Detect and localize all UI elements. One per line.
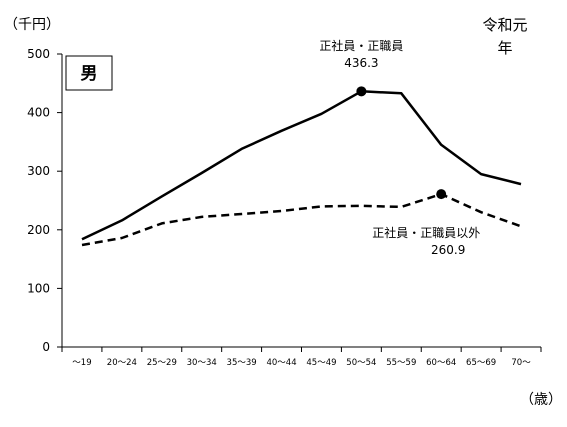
y-axis-unit-label: （千円） (4, 17, 60, 33)
y-ticks: 0 100 200 300 400 500 (27, 47, 62, 354)
annotation-marker (436, 189, 447, 200)
annotation-value: 436.3 (344, 56, 378, 70)
y-tick-label: 500 (27, 47, 50, 61)
x-tick-label: 50～54 (346, 358, 376, 368)
x-tick-label: 45～49 (306, 358, 336, 368)
x-tick-label: 55～59 (386, 358, 416, 368)
series-group (81, 90, 522, 247)
annotation-value: 260.9 (431, 243, 465, 257)
year-label-line1: 令和元 (482, 16, 527, 34)
y-tick-label: 0 (42, 340, 50, 354)
x-tick-label: 25～29 (147, 358, 177, 368)
annotations: 正社員・正職員 436.3 正社員・正職員以外 260.9 (319, 38, 480, 257)
x-tick-label: ～19 (72, 358, 91, 368)
x-tick-label: 20～24 (107, 358, 137, 368)
annotation-label: 正社員・正職員 (319, 38, 403, 53)
x-tick-label: 35～39 (227, 358, 257, 368)
series-line-regular (81, 90, 522, 241)
annotation-marker (356, 86, 367, 97)
x-tick-label: 30～34 (187, 358, 217, 368)
y-tick-label: 200 (27, 223, 50, 237)
year-label-line2: 年 (497, 39, 512, 57)
x-ticks: ～19 20～24 25～29 30～34 35～39 40～44 45～49 50～54 55… (61, 347, 542, 368)
y-tick-label: 100 (27, 281, 50, 295)
x-tick-label: 70～ (511, 358, 531, 368)
x-tick-label: 65～69 (466, 358, 496, 368)
chart-title: 男 (81, 64, 98, 84)
y-tick-label: 400 (27, 106, 50, 120)
series-line-non-regular (81, 192, 522, 247)
x-tick-label: 40～44 (266, 358, 296, 368)
x-axis-unit-label: （歳） (520, 392, 562, 408)
title-box (65, 55, 113, 91)
x-tick-label: 60～64 (426, 358, 456, 368)
y-tick-label: 300 (27, 164, 50, 178)
annotation-label: 正社員・正職員以外 (372, 225, 480, 240)
